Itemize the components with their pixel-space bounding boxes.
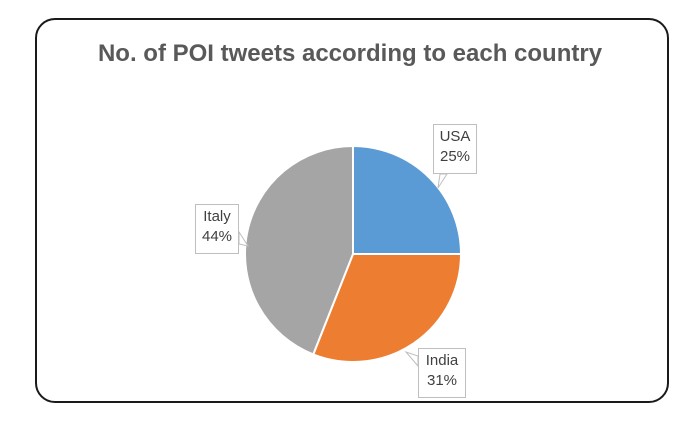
data-label-usa: USA 25%	[433, 124, 477, 174]
chart-title: No. of POI tweets according to each coun…	[97, 40, 603, 67]
leader-usa	[437, 173, 448, 189]
label-usa-value: 25%	[439, 148, 471, 165]
data-label-india: India 31%	[418, 348, 466, 398]
label-italy-value: 44%	[201, 228, 233, 245]
label-italy-category: Italy	[203, 208, 231, 225]
label-india-value: 31%	[426, 372, 458, 389]
leader-india	[404, 350, 419, 368]
pie-slice-usa	[352, 144, 463, 255]
pie-slice-india	[311, 253, 463, 363]
leader-italy	[238, 230, 250, 247]
data-label-italy: Italy 44%	[195, 204, 239, 254]
label-usa-category: USA	[439, 128, 471, 145]
pie-slice-italy	[244, 144, 354, 356]
label-india-category: India	[425, 352, 459, 369]
